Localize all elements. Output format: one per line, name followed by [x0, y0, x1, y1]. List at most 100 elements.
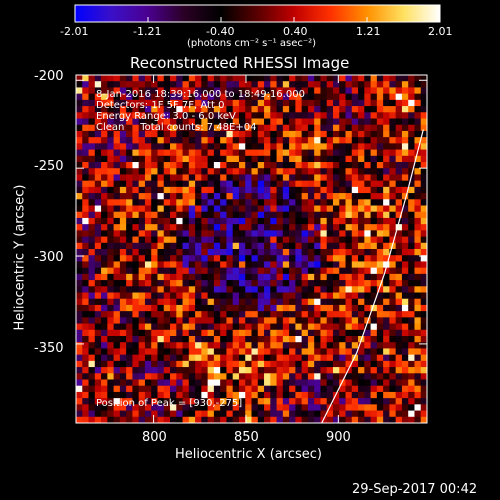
heatmap-cell — [88, 242, 96, 250]
heatmap-cell — [213, 398, 221, 405]
heatmap-cell — [82, 211, 89, 219]
heatmap-cell — [326, 112, 334, 119]
heatmap-cell — [245, 354, 252, 362]
heatmap-cell — [182, 391, 190, 399]
heatmap-cell — [176, 336, 183, 343]
heatmap-cell — [220, 93, 227, 101]
heatmap-cell — [414, 242, 422, 250]
heatmap-cell — [151, 143, 158, 150]
heatmap-cell — [119, 106, 127, 113]
heatmap-cell — [282, 385, 290, 393]
heatmap-cell — [201, 379, 209, 387]
heatmap-cell — [326, 292, 334, 300]
heatmap-cell — [332, 118, 340, 126]
heatmap-cell — [245, 292, 252, 300]
heatmap-cell — [226, 317, 234, 324]
heatmap-cell — [251, 81, 259, 88]
heatmap-cell — [289, 304, 296, 312]
heatmap-cell — [238, 410, 246, 418]
heatmap-cell — [188, 261, 196, 269]
heatmap-cell — [238, 416, 246, 424]
heatmap-cell — [408, 323, 415, 331]
heatmap-cell — [364, 267, 371, 275]
heatmap-cell — [144, 404, 152, 411]
heatmap-cell — [320, 261, 328, 269]
heatmap-cell — [144, 280, 152, 287]
heatmap-cell — [276, 336, 284, 343]
heatmap-cell — [264, 286, 271, 293]
heatmap-cell — [395, 130, 403, 138]
heatmap-cell — [282, 118, 290, 126]
heatmap-cell — [408, 143, 415, 150]
heatmap-cell — [195, 180, 202, 188]
heatmap-cell — [314, 118, 321, 126]
heatmap-cell — [332, 211, 340, 219]
heatmap-cell — [289, 249, 296, 256]
heatmap-cell — [251, 398, 259, 405]
heatmap-cell — [301, 298, 309, 306]
heatmap-cell — [238, 118, 246, 126]
heatmap-cell — [264, 124, 271, 132]
heatmap-cell — [170, 304, 177, 312]
heatmap-cell — [144, 255, 152, 262]
heatmap-cell — [163, 112, 171, 119]
heatmap-cell — [307, 280, 315, 287]
heatmap-cell — [351, 205, 359, 213]
heatmap-cell — [276, 373, 284, 380]
heatmap-cell — [151, 118, 158, 126]
heatmap-cell — [88, 118, 96, 126]
heatmap-cell — [351, 242, 359, 250]
heatmap-cell — [132, 143, 140, 150]
heatmap-cell — [320, 217, 328, 225]
heatmap-cell — [157, 87, 165, 95]
heatmap-cell — [364, 385, 371, 393]
heatmap-cell — [270, 410, 277, 418]
heatmap-cell — [101, 261, 108, 269]
heatmap-cell — [176, 373, 183, 380]
heatmap-cell — [232, 416, 240, 424]
heatmap-cell — [182, 236, 190, 244]
heatmap-cell — [307, 224, 315, 231]
heatmap-cell — [157, 329, 165, 337]
heatmap-cell — [157, 249, 165, 256]
heatmap-cell — [226, 193, 234, 200]
heatmap-cell — [257, 360, 265, 368]
heatmap-cell — [270, 205, 277, 213]
heatmap-cell — [276, 224, 284, 231]
heatmap-cell — [282, 87, 290, 95]
heatmap-cell — [389, 162, 397, 169]
heatmap-cell — [207, 106, 215, 113]
heatmap-cell — [295, 304, 303, 312]
heatmap-cell — [245, 81, 252, 88]
heatmap-cell — [170, 180, 177, 188]
heatmap-cell — [295, 168, 303, 175]
heatmap-cell — [94, 304, 102, 312]
heatmap-cell — [232, 391, 240, 399]
heatmap-cell — [289, 224, 296, 231]
heatmap-cell — [257, 323, 265, 331]
heatmap-cell — [270, 224, 277, 231]
heatmap-cell — [332, 379, 340, 387]
heatmap-cell — [151, 217, 158, 225]
heatmap-cell — [395, 211, 403, 219]
heatmap-cell — [270, 162, 277, 169]
heatmap-cell — [276, 317, 284, 324]
heatmap-cell — [101, 292, 108, 300]
heatmap-cell — [213, 186, 221, 194]
heatmap-cell — [201, 217, 209, 225]
heatmap-cell — [226, 242, 234, 250]
heatmap-cell — [182, 99, 190, 107]
heatmap-cell — [126, 261, 133, 269]
heatmap-cell — [101, 155, 108, 163]
heatmap-cell — [351, 255, 359, 262]
heatmap-cell — [414, 112, 422, 119]
heatmap-cell — [119, 373, 127, 380]
heatmap-cell — [101, 87, 108, 95]
heatmap-cell — [88, 273, 96, 281]
heatmap-cell — [170, 75, 177, 82]
heatmap-cell — [126, 416, 133, 424]
heatmap-cell — [176, 311, 183, 318]
heatmap-cell — [144, 329, 152, 337]
heatmap-cell — [307, 391, 315, 399]
heatmap-cell — [238, 236, 246, 244]
